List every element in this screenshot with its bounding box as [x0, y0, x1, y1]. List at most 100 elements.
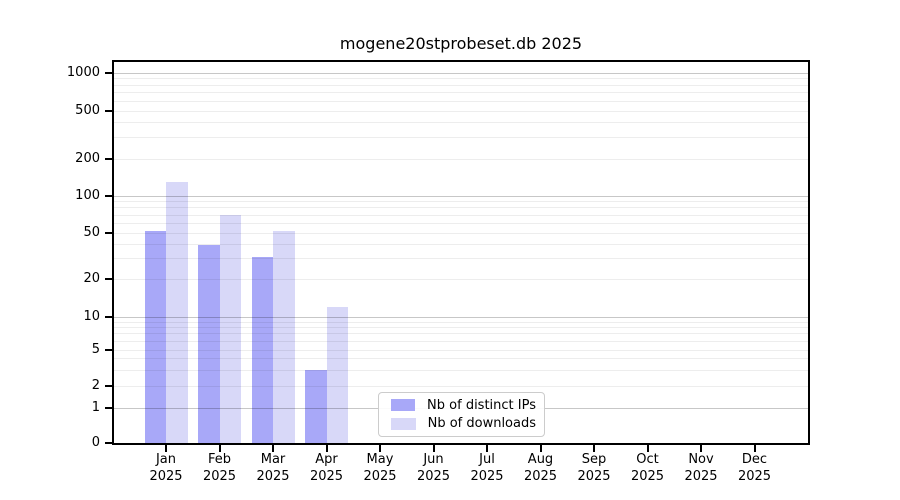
y-tick-label-200: 200	[75, 151, 100, 166]
bar-feb-distinct-ips	[198, 245, 220, 443]
x-tick-month: Jul	[479, 452, 495, 467]
chart-title: mogene20stprobeset.db 2025	[339, 34, 583, 53]
gridline-minor-500	[114, 110, 808, 112]
x-tick-label-jun: Jun 2025	[392, 451, 476, 485]
gridline-minor-2	[114, 385, 808, 387]
y-tick-label-10: 10	[83, 309, 100, 324]
bar-jan-downloads	[166, 181, 188, 443]
x-tick-month: Apr	[315, 452, 338, 467]
x-tick-month: Nov	[688, 452, 714, 467]
x-tick-month: Dec	[741, 452, 768, 467]
legend-label-distinct-ips: Nb of distinct IPs	[427, 397, 536, 413]
x-tick-year: 2025	[363, 469, 397, 484]
x-tick-month: Feb	[207, 452, 232, 467]
gridline-minor-600	[114, 100, 808, 102]
x-tick-year: 2025	[416, 469, 451, 484]
x-tick-month: Aug	[527, 452, 554, 467]
bar-apr-distinct-ips	[305, 370, 327, 443]
legend-swatch-distinct-ips-icon	[391, 399, 416, 412]
y-tick-label-5: 5	[91, 342, 100, 357]
x-tick-year: 2025	[256, 469, 290, 484]
bar-mar-distinct-ips	[251, 256, 273, 443]
y-tick-label-1000: 1000	[66, 65, 100, 80]
legend-label-downloads: Nb of downloads	[427, 416, 536, 432]
x-tick-label-may: May 2025	[338, 451, 422, 485]
x-tick-year: 2025	[202, 469, 237, 484]
y-tick-100	[105, 195, 112, 197]
x-tick-year: 2025	[684, 469, 718, 484]
y-tick-label-0: 0	[91, 435, 100, 450]
gridline-minor-3	[114, 369, 808, 371]
x-tick-dec	[753, 445, 756, 452]
y-tick-5	[105, 349, 112, 351]
x-tick-jan	[165, 445, 167, 452]
x-tick-month: Mar	[260, 452, 286, 467]
x-tick-year: 2025	[309, 469, 344, 484]
gridline-minor-7	[114, 333, 808, 335]
x-tick-sep	[593, 445, 595, 452]
y-tick-0	[105, 442, 112, 444]
x-tick-jun	[432, 445, 435, 452]
x-tick-month: Oct	[636, 452, 659, 467]
gridline-minor-9	[114, 321, 808, 323]
y-tick-label-50: 50	[83, 225, 100, 240]
x-tick-may	[379, 445, 381, 452]
x-tick-year: 2025	[577, 469, 611, 484]
gridline-minor-300	[114, 137, 808, 139]
gridline-major-10	[114, 316, 808, 318]
gridline-minor-800	[114, 84, 808, 86]
bar-mar-downloads	[273, 230, 295, 443]
gridline-major-100	[114, 195, 808, 197]
x-tick-label-jan: Jan 2025	[124, 451, 208, 485]
y-tick-label-500: 500	[75, 103, 100, 118]
bar-jan-distinct-ips	[144, 230, 166, 443]
gridline-minor-80	[114, 207, 808, 209]
y-tick-2	[105, 385, 112, 387]
gridline-minor-700	[114, 92, 808, 94]
x-tick-year: 2025	[470, 469, 504, 484]
x-tick-mar	[272, 445, 274, 452]
x-tick-year: 2025	[630, 469, 665, 484]
gridline-minor-90	[114, 201, 808, 203]
gridline-major-1000	[114, 72, 808, 74]
x-tick-label-mar: Mar 2025	[231, 451, 315, 485]
y-tick-200	[105, 158, 112, 160]
y-tick-label-1: 1	[91, 400, 100, 415]
y-tick-50	[105, 232, 112, 234]
x-tick-jul	[486, 445, 488, 452]
legend-item-distinct-ips: Nb of distinct IPs	[391, 398, 536, 413]
x-tick-nov	[700, 445, 702, 452]
x-tick-oct	[646, 445, 649, 452]
gridline-minor-200	[114, 158, 808, 160]
x-tick-month: Jun	[423, 452, 444, 467]
legend-item-downloads: Nb of downloads	[391, 416, 536, 431]
gridline-minor-6	[114, 340, 808, 342]
bar-apr-downloads	[326, 307, 348, 443]
gridline-minor-20	[114, 278, 808, 280]
bar-feb-downloads	[219, 215, 241, 443]
x-tick-label-jul: Jul 2025	[445, 451, 529, 485]
y-tick-label-100: 100	[75, 188, 100, 203]
gridline-minor-60	[114, 222, 808, 224]
gridline-minor-5	[114, 349, 808, 351]
x-tick-month: Jan	[155, 452, 177, 467]
x-tick-label-dec: Dec 2025	[713, 451, 797, 485]
gridline-minor-900	[114, 78, 808, 80]
legend: Nb of distinct IPs Nb of downloads	[378, 392, 545, 437]
x-tick-aug	[539, 445, 542, 452]
x-tick-label-sep: Sep 2025	[552, 451, 636, 485]
x-tick-year: 2025	[149, 469, 183, 484]
y-tick-10	[105, 316, 112, 318]
x-tick-label-feb: Feb 2025	[178, 451, 262, 485]
y-tick-label-20: 20	[83, 271, 100, 286]
y-tick-20	[105, 278, 112, 280]
x-tick-year: 2025	[737, 469, 772, 484]
x-tick-label-apr: Apr 2025	[285, 451, 369, 485]
gridline-minor-30	[114, 258, 808, 260]
gridline-minor-50	[114, 232, 808, 234]
gridline-minor-70	[114, 214, 808, 216]
y-tick-label-2: 2	[91, 378, 100, 393]
x-tick-year: 2025	[523, 469, 558, 484]
x-tick-month: May	[366, 452, 394, 467]
